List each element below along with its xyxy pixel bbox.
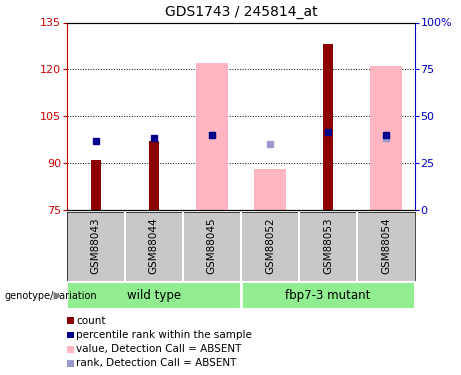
Bar xyxy=(370,66,402,210)
Bar xyxy=(67,282,241,309)
Text: GSM88053: GSM88053 xyxy=(323,217,333,274)
Text: fbp7-3 mutant: fbp7-3 mutant xyxy=(285,290,371,302)
Text: percentile rank within the sample: percentile rank within the sample xyxy=(76,330,252,340)
Bar xyxy=(91,160,101,210)
Title: GDS1743 / 245814_at: GDS1743 / 245814_at xyxy=(165,5,317,19)
Text: GSM88043: GSM88043 xyxy=(91,217,101,274)
Text: GSM88054: GSM88054 xyxy=(381,217,391,274)
Text: GSM88052: GSM88052 xyxy=(265,217,275,274)
Text: count: count xyxy=(76,316,106,326)
Bar xyxy=(196,63,228,210)
Text: rank, Detection Call = ABSENT: rank, Detection Call = ABSENT xyxy=(76,358,236,368)
Bar xyxy=(241,282,415,309)
Text: GSM88045: GSM88045 xyxy=(207,217,217,274)
Text: wild type: wild type xyxy=(127,290,181,302)
Bar xyxy=(148,141,159,210)
Text: value, Detection Call = ABSENT: value, Detection Call = ABSENT xyxy=(76,344,242,354)
Text: GSM88044: GSM88044 xyxy=(149,217,159,274)
Bar xyxy=(254,170,286,210)
Bar xyxy=(323,44,333,210)
Text: genotype/variation: genotype/variation xyxy=(5,291,97,301)
